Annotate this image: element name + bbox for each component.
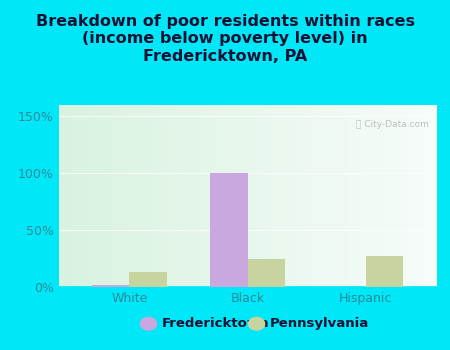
Bar bbox=[130, 272, 167, 287]
Bar bbox=[92, 285, 130, 287]
Bar bbox=[248, 259, 285, 287]
Bar bbox=[365, 256, 403, 287]
Bar bbox=[210, 173, 248, 287]
Text: Pennsylvania: Pennsylvania bbox=[270, 317, 369, 330]
Text: ⓘ City-Data.com: ⓘ City-Data.com bbox=[356, 120, 429, 128]
Text: Breakdown of poor residents within races
(income below poverty level) in
Frederi: Breakdown of poor residents within races… bbox=[36, 14, 414, 64]
Text: Fredericktown: Fredericktown bbox=[162, 317, 270, 330]
